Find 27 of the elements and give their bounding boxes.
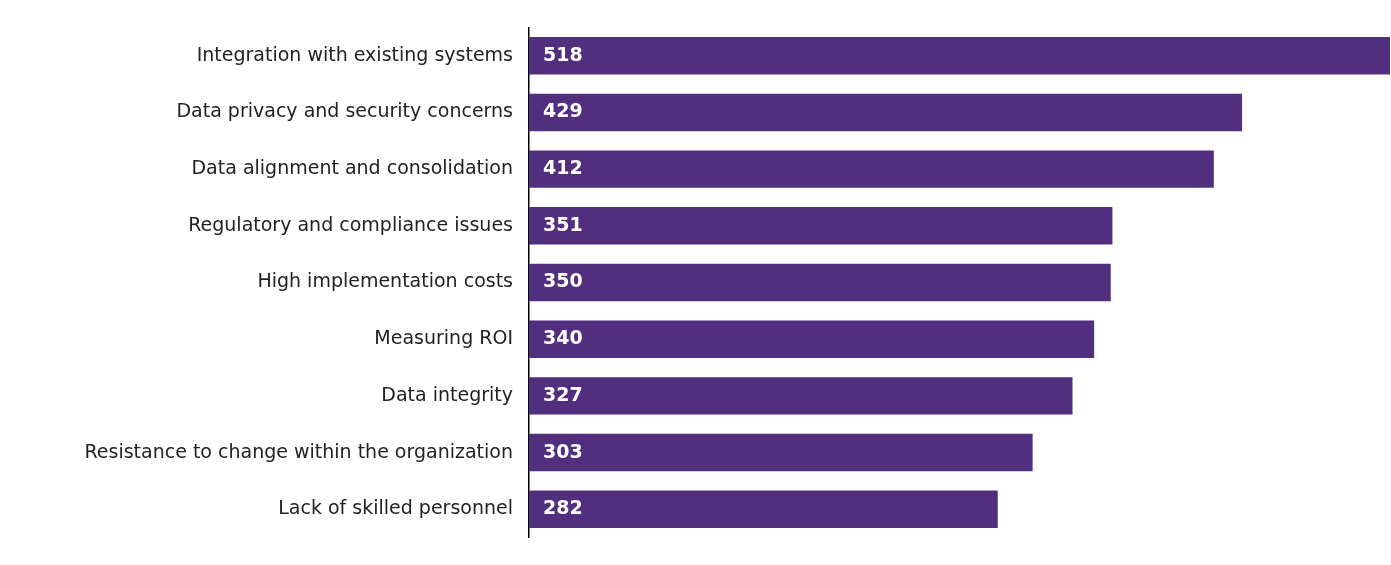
y-tick-label: Data alignment and consolidation bbox=[191, 156, 513, 179]
data-label: 351 bbox=[543, 212, 583, 235]
data-label: 282 bbox=[543, 496, 583, 519]
bar bbox=[529, 433, 1033, 472]
data-label: 340 bbox=[543, 326, 583, 349]
y-tick-label: Data privacy and security concerns bbox=[176, 99, 513, 122]
bar bbox=[529, 37, 1390, 75]
data-label: 327 bbox=[543, 382, 583, 405]
data-label: 518 bbox=[543, 42, 583, 65]
data-label: 303 bbox=[543, 439, 583, 462]
bar bbox=[529, 93, 1243, 132]
data-label: 350 bbox=[543, 269, 583, 292]
y-tick-label: Regulatory and compliance issues bbox=[188, 212, 513, 235]
bar bbox=[529, 320, 1095, 358]
y-tick-label: Measuring ROI bbox=[374, 326, 513, 349]
bar bbox=[529, 150, 1214, 188]
bar bbox=[529, 490, 998, 528]
y-tick-label: Data integrity bbox=[381, 382, 513, 405]
y-tick-label: Integration with existing systems bbox=[196, 42, 513, 65]
bar bbox=[529, 263, 1111, 302]
y-tick-label: Resistance to change within the organization bbox=[84, 439, 513, 462]
data-label: 429 bbox=[543, 99, 583, 122]
y-tick-label: High implementation costs bbox=[257, 269, 513, 292]
bar bbox=[529, 377, 1073, 415]
bar bbox=[529, 207, 1113, 245]
y-tick-label: Lack of skilled personnel bbox=[278, 496, 513, 519]
data-label: 412 bbox=[543, 156, 583, 179]
